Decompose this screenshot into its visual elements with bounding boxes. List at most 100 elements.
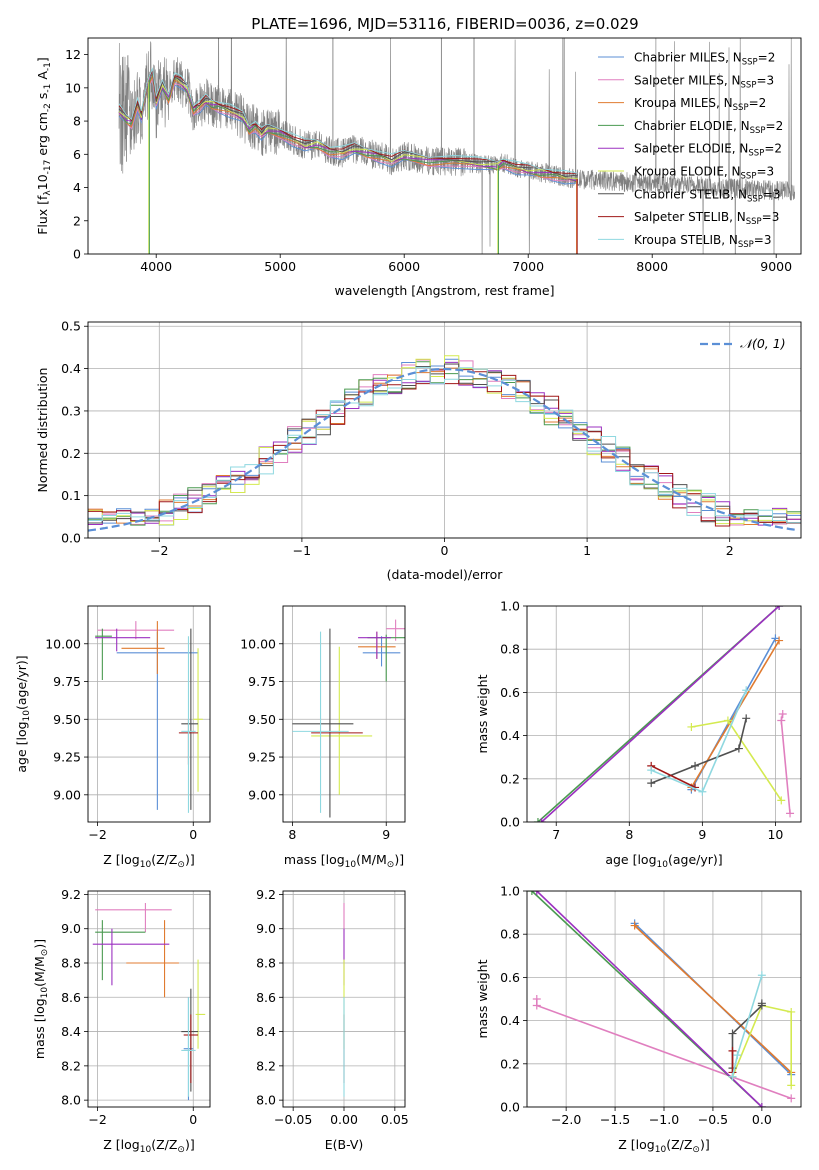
x-axis-label: wavelength [Angstrom, rest frame] (334, 283, 554, 298)
x-tick-label: 8 (625, 827, 633, 842)
x-tick-label: 4000 (140, 259, 172, 274)
point-kroupa-miles (121, 621, 165, 674)
label-part: (Z/Z (151, 1137, 177, 1152)
y-tick-label: 10 (65, 80, 81, 95)
legend-text-part: =3 (763, 187, 781, 201)
x-tick-label: −2 (88, 1112, 106, 1127)
series-marker (647, 779, 656, 788)
x-tick-label: 7000 (512, 259, 544, 274)
y-tick-label: 1.0 (500, 599, 520, 614)
y-tick-label: 0.2 (500, 771, 520, 786)
x-tick-label: 8 (288, 827, 296, 842)
x-tick-label: 2 (726, 543, 734, 558)
y-axis-label: mass weight (475, 674, 490, 753)
label-part: 10 (140, 1145, 152, 1155)
x-tick-label: 5000 (264, 259, 296, 274)
label-part: age [log (14, 721, 29, 772)
plot-area-spectrum (118, 38, 795, 254)
series-marker (723, 716, 732, 725)
label-part: 10 (22, 710, 32, 722)
y-tick-label: 9.75 (248, 674, 276, 689)
point-kroupa-elodie (311, 646, 373, 795)
y-tick-label: 0.0 (500, 815, 520, 830)
panel-age-vs-mass: 8 9 9.00 9.25 9.50 9.75 10.00 mass [log10(M/M⊙)… (240, 605, 406, 870)
legend: 𝒩(0, 1) (700, 336, 786, 351)
point-kroupa-stelib (181, 997, 196, 1097)
point-chabrier-miles (362, 636, 401, 667)
x-tick-label: −1.0 (649, 1112, 679, 1127)
y-tick-label: 0.5 (61, 319, 81, 334)
figure-title: PLATE=1696, MJD=53116, FIBERID=0036, z=0… (251, 15, 638, 33)
x-tick-label: −2 (88, 827, 106, 842)
y-tick-label: 0.6 (500, 685, 520, 700)
label-part: -1 (43, 84, 53, 93)
x-tick-label: 1 (583, 543, 591, 558)
plot-area-age-vs-Z (88, 606, 210, 822)
label-part: (age/yr)] (668, 852, 723, 867)
series-marker (757, 971, 766, 980)
label-part: Z [log (618, 1137, 654, 1152)
label-part: )] (700, 1137, 710, 1152)
y-tick-label: 0.2 (61, 446, 81, 461)
legend-label-normal: 𝒩(0, 1) (740, 336, 786, 351)
x-tick-label: 6000 (388, 259, 420, 274)
y-tick-label: 0.6 (500, 970, 520, 985)
y-tick-label: 9.2 (256, 887, 276, 902)
x-tick-label: 0 (189, 827, 197, 842)
legend-label-salpeter-stelib: Salpeter STELIB, NSSP=3 (634, 210, 779, 227)
x-axis-label: (data-model)/error (387, 567, 504, 582)
label-part: Flux [f (35, 195, 50, 235)
label-part: age [log (605, 852, 656, 867)
label-part: ⊙ (177, 860, 185, 870)
point-chabrier-elodie (95, 920, 146, 981)
plot-area-residuals (88, 322, 801, 538)
series-marker (757, 999, 766, 1008)
point-kroupa-elodie (195, 959, 206, 1049)
label-part: -1 (43, 62, 53, 71)
legend-text-part: SSP (738, 240, 754, 250)
label-part: mass [log (284, 852, 345, 867)
label-part: ⊙ (692, 1145, 700, 1155)
legend-text-part: Kroupa MILES, N (634, 96, 733, 110)
legend-text-part: SSP (742, 58, 758, 68)
y-tick-label: 0.4 (61, 361, 81, 376)
series-salpeter-miles (532, 995, 796, 1103)
point-salpeter-elodie (95, 628, 151, 652)
label-part: )] (185, 852, 195, 867)
normal-curve (88, 367, 799, 532)
axes-frame (87, 37, 802, 255)
series-marker (742, 686, 751, 695)
y-tick-label: 8.0 (61, 1093, 81, 1108)
axes-frame (282, 605, 406, 823)
y-tick-label: 0 (73, 247, 81, 262)
y-tick-label: 1.0 (500, 884, 520, 899)
x-tick-label: −0.05 (274, 1112, 312, 1127)
histogram-salpeter-stelib (88, 369, 801, 527)
series-marker (777, 796, 786, 805)
label-part: (Z/Z (151, 852, 177, 867)
legend-text-part: =2 (764, 142, 782, 156)
y-tick-label: 9.75 (53, 674, 81, 689)
label-part: ⊙ (387, 860, 395, 870)
series-line (541, 606, 780, 822)
label-part: )] (185, 1137, 195, 1152)
legend-text-part: SSP (750, 126, 766, 136)
y-axis-label: mass weight (475, 959, 490, 1038)
series-marker (734, 744, 743, 753)
panel-mass-vs-Z: −2 08.08.28.48.68.89.09.2Z [log10(Z/Z⊙)]m… (32, 887, 211, 1155)
model-salpeter-stelib (118, 69, 578, 174)
y-tick-label: 10.00 (240, 636, 276, 651)
point-chabrier-elodie (367, 634, 405, 682)
x-tick-label: −2 (150, 543, 168, 558)
x-tick-label: −2.0 (551, 1112, 581, 1127)
label-part: )] (32, 939, 47, 949)
label-part: (M/M (356, 852, 387, 867)
point-kroupa-stelib (292, 631, 349, 813)
label-part: 10 (655, 1145, 667, 1155)
y-tick-label: 0.2 (500, 1056, 520, 1071)
legend-label-salpeter-elodie: Salpeter ELODIE, NSSP=2 (634, 142, 782, 159)
legend-text-part: =3 (762, 210, 780, 224)
legend-text-part: Salpeter ELODIE, N (634, 142, 748, 156)
